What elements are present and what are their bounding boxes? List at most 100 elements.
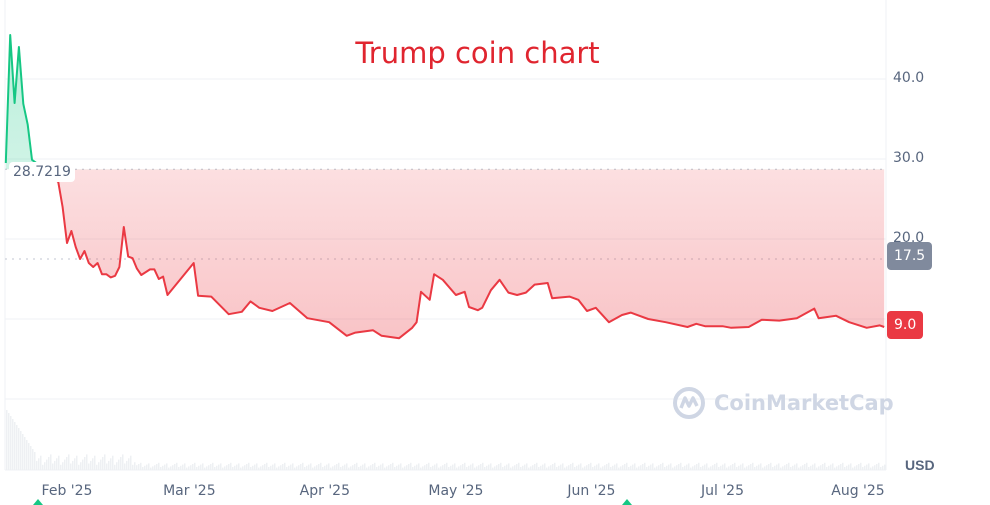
volume-bar [182, 464, 184, 470]
volume-bar [116, 462, 118, 470]
volume-bar [394, 467, 396, 470]
volume-bar [848, 464, 850, 470]
volume-bar [96, 464, 98, 470]
volume-bar [786, 464, 788, 470]
volume-bar [256, 463, 258, 470]
volume-bar [450, 465, 452, 470]
volume-bar [238, 463, 240, 470]
volume-bar [630, 465, 632, 470]
volume-bar [754, 467, 756, 470]
volume-bar [796, 463, 798, 470]
volume-bar [568, 465, 570, 470]
volume-bar [64, 459, 66, 470]
volume-bar [440, 466, 442, 470]
volume-bar [404, 466, 406, 470]
volume-bar [306, 465, 308, 470]
volume-bar [556, 467, 558, 470]
volume-bar [48, 457, 50, 470]
volume-bar [90, 460, 92, 470]
volume-bar [876, 464, 878, 470]
volume-bar [234, 465, 236, 470]
volume-bar [814, 463, 816, 470]
volume-bar [702, 465, 704, 470]
volume-bar [282, 464, 284, 470]
volume-bar [54, 460, 56, 470]
volume-bar [428, 462, 430, 470]
volume-bar [558, 465, 560, 470]
volume-bar [430, 467, 432, 470]
volume-bar [40, 455, 42, 470]
volume-bar [410, 462, 412, 470]
volume-bar [236, 464, 238, 470]
volume-bar [458, 466, 460, 470]
volume-bar [778, 463, 780, 470]
volume-bar [766, 465, 768, 470]
volume-bar [290, 464, 292, 470]
volume-bar [330, 467, 332, 470]
x-tick-label: May '25 [428, 483, 484, 499]
volume-bar [158, 462, 160, 470]
volume-bar [198, 465, 200, 470]
volume-bar [476, 466, 478, 470]
event-marker-icon[interactable] [33, 499, 43, 505]
volume-bar [280, 465, 282, 470]
volume-bar [522, 465, 524, 470]
volume-bar [88, 463, 90, 470]
volume-bar [808, 467, 810, 470]
volume-bar [402, 467, 404, 470]
volume-bar [580, 463, 582, 470]
volume-bar [110, 458, 112, 470]
volume-bar [502, 467, 504, 470]
watermark-text: CoinMarketCap [714, 391, 894, 415]
volume-bar [252, 465, 254, 470]
volume-bar [566, 466, 568, 470]
volume-bar [308, 464, 310, 470]
volume-bar [484, 467, 486, 470]
volume-bar [506, 464, 508, 470]
volume-bar [528, 467, 530, 470]
volume-bar [190, 465, 192, 470]
volume-bar [426, 464, 428, 470]
volume-bar [608, 462, 610, 470]
volume-bar [872, 466, 874, 470]
volume-bar [728, 466, 730, 470]
event-marker-icon[interactable] [622, 499, 632, 505]
volume-bar [750, 464, 752, 470]
volume-bar [384, 467, 386, 470]
chart-title: Trump coin chart [355, 36, 600, 70]
volume-bar [220, 463, 222, 470]
volume-bar [172, 465, 174, 470]
volume-bar [712, 465, 714, 470]
volume-bar [392, 462, 394, 470]
volume-bar [554, 462, 556, 470]
volume-bar [652, 463, 654, 470]
volume-bar [140, 462, 142, 470]
volume-bar [8, 413, 10, 470]
volume-bar [656, 466, 658, 470]
volume-bar [100, 459, 102, 470]
volume-bar [380, 464, 382, 470]
volume-bar [16, 425, 18, 470]
volume-bar [512, 466, 514, 470]
volume-bar [406, 465, 408, 470]
volume-bar [642, 464, 644, 470]
volume-bar [200, 464, 202, 470]
volume-bar [390, 464, 392, 470]
volume-bar [508, 463, 510, 470]
volume-bar [760, 463, 762, 470]
volume-bar [188, 466, 190, 470]
volume-bar [444, 464, 446, 470]
volume-bar [784, 465, 786, 470]
x-tick-label: Apr '25 [299, 483, 350, 499]
volume-bar [626, 462, 628, 470]
volume-bar [38, 458, 40, 470]
volume-bar [132, 464, 134, 470]
volume-bar [32, 449, 34, 470]
coinmarketcap-logo-icon [673, 387, 705, 419]
volume-bar [350, 466, 352, 470]
volume-bar [442, 465, 444, 470]
volume-bar [322, 467, 324, 470]
volume-bar [562, 463, 564, 470]
volume-bar [216, 465, 218, 470]
